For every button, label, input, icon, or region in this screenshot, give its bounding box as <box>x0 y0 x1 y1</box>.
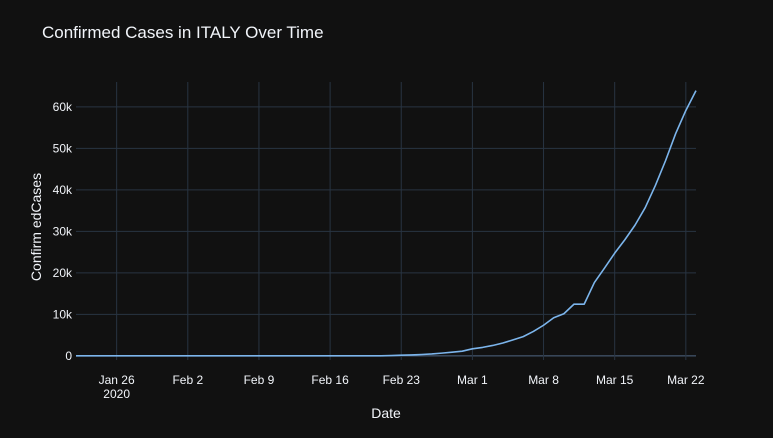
y-tick-label: 30k <box>53 224 73 238</box>
x-tick-label: Feb 2 <box>172 373 203 387</box>
x-tick-label: Feb 23 <box>383 373 421 387</box>
x-axis-title: Date <box>371 405 401 421</box>
y-axis-ticks: 0 10k 20k 30k 40k 50k 60k <box>53 100 73 363</box>
y-tick-label: 20k <box>53 266 73 280</box>
series-layer <box>76 90 697 357</box>
chart-title: Confirmed Cases in ITALY Over Time <box>42 23 324 42</box>
x-tick-label: Jan 26 <box>99 373 135 387</box>
gridlines <box>76 82 696 360</box>
x-tick-label: Mar 15 <box>596 373 634 387</box>
x-tick-label: Feb 16 <box>311 373 349 387</box>
y-axis-title: Confirm edCases <box>28 173 44 281</box>
x-tick-label: Mar 1 <box>457 373 488 387</box>
y-tick-label: 60k <box>53 100 73 114</box>
x-tick-label: Mar 22 <box>667 373 705 387</box>
x-tick-sublabel: 2020 <box>103 387 130 401</box>
series-line <box>76 90 697 357</box>
x-tick-label: Feb 9 <box>244 373 275 387</box>
y-tick-label: 40k <box>53 183 73 197</box>
y-tick-label: 50k <box>53 141 73 155</box>
y-tick-label: 0 <box>65 349 72 363</box>
y-tick-label: 10k <box>53 307 73 321</box>
x-tick-label: Mar 8 <box>528 373 559 387</box>
